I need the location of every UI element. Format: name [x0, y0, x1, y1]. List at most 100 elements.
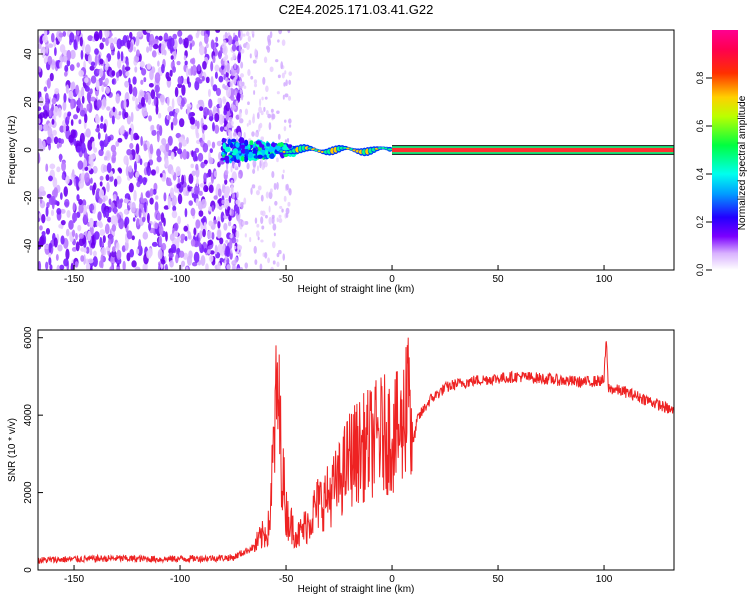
spectrogram-noise-cell [159, 173, 163, 178]
snr-frame-outline [37, 329, 675, 571]
spectrogram-noise-cell [41, 231, 46, 236]
spectrogram-noise-cell [278, 30, 283, 35]
spectrogram-noise-cell [232, 77, 237, 86]
spectrogram-noise-cell [46, 216, 51, 222]
spectrogram-noise-cell [159, 94, 165, 103]
spectrogram-noise-cell [87, 54, 92, 65]
spectrogram-noise-cell [44, 244, 50, 250]
spectrogram-noise-cell [230, 67, 235, 76]
spectrogram-noise-cell [75, 175, 79, 187]
spectrogram-noise-cell [124, 80, 130, 88]
spectrogram-noise-cell [171, 210, 178, 219]
spectrogram-noise-cell [208, 206, 212, 212]
spectrogram-noise-cell [242, 220, 246, 226]
spectrogram-noise-cell [195, 198, 199, 207]
spectrogram-noise-cell [276, 110, 280, 114]
spectrogram-noise-cell [249, 237, 252, 243]
spectrogram-noise-cell [108, 198, 112, 205]
spectrogram-noise-cell [116, 266, 121, 270]
spectrogram-noise-cell [193, 251, 200, 263]
spectrogram-noise-cell [214, 112, 220, 123]
spectrogram-noise-cell [193, 227, 197, 236]
colorbar-tick-label: 0.6 [695, 120, 705, 133]
spectrogram-noise-cell [215, 186, 219, 198]
spectrogram-noise-cell [160, 43, 166, 56]
snr-marks [38, 337, 674, 564]
spectrogram-noise-cell [208, 116, 214, 121]
spectrogram-noise-cell [232, 52, 236, 60]
spectrogram-noise-cell [182, 148, 188, 160]
spectrogram-noise-cell [123, 155, 129, 165]
spectrogram-noise-cell [213, 170, 218, 178]
spectrogram-noise-cell [243, 43, 247, 49]
spectrogram-noise-cell [229, 80, 234, 88]
spectrogram-noise-cell [284, 70, 287, 75]
spectrogram-noise-cell [197, 152, 204, 162]
spectrogram-noise-cell [113, 206, 118, 215]
spectrogram-noise-cell [260, 239, 264, 243]
spectrogram-noise-cell [191, 170, 196, 177]
spectrogram-noise-cell [92, 165, 98, 174]
spectrogram-noise-cell [115, 242, 120, 251]
spectrogram-noise-cell [91, 141, 96, 150]
spectrogram-noise-cell [126, 60, 129, 67]
spectrogram-noise-cell [73, 39, 78, 50]
spectrogram-noise-cell [185, 190, 190, 196]
spectrogram-noise-cell [75, 241, 80, 252]
spectrogram-noise-cell [202, 132, 205, 142]
spectrogram-noise-cell [121, 245, 126, 253]
spectrogram-x-tick-label: -150 [64, 274, 84, 285]
spectrogram-noise-cell [49, 264, 53, 270]
spectrogram-noise-cell [168, 111, 174, 117]
spectrogram-noise-cell [153, 38, 159, 45]
spectrogram-noise-cell [96, 221, 100, 227]
spectrogram-noise-cell [203, 106, 209, 117]
spectrogram-noise-cell [88, 203, 95, 211]
spectrogram-noise-cell [146, 165, 150, 173]
spectrogram-noise-cell [148, 82, 154, 88]
spectrogram-noise-cell [219, 237, 224, 245]
spectrogram-signal-cell [264, 149, 269, 156]
spectrogram-noise-cell [149, 69, 154, 81]
spectrogram-noise-cell [225, 124, 229, 132]
spectrogram-noise-cell [136, 31, 143, 38]
spectrogram-noise-cell [140, 79, 144, 85]
spectrogram-noise-cell [276, 91, 280, 95]
spectrogram-noise-cell [156, 131, 160, 143]
spectrogram-noise-cell [237, 30, 241, 39]
spectrogram-noise-cell [95, 127, 101, 133]
colorbar-ticks: 0.0 0.2 0.4 0.6 0.8 [695, 72, 712, 276]
spectrogram-noise-cell [237, 204, 242, 208]
spectrogram-noise-cell [239, 118, 244, 124]
spectrogram-noise-cell [272, 241, 276, 249]
spectrogram-noise-cell [224, 31, 228, 39]
spectrogram-noise-cell [114, 215, 118, 226]
spectrogram-noise-cell [246, 42, 250, 50]
spectrogram-noise-cell [77, 160, 84, 170]
spectrogram-noise-cell [131, 201, 136, 213]
figure-title: C2E4.2025.171.03.41.G22 [279, 2, 434, 17]
spectrogram-noise-cell [283, 82, 286, 87]
spectrogram-noise-cell [170, 243, 177, 253]
spectrogram-noise-cell [139, 61, 145, 68]
spectrogram-noise-cell [110, 144, 117, 153]
spectrogram-noise-cell [264, 158, 267, 164]
spectrogram-noise-cell [38, 260, 42, 270]
spectrogram-noise-cell [224, 60, 228, 66]
spectrogram-noise-cell [126, 148, 132, 156]
spectrogram-signal-cell [247, 151, 254, 159]
spectrogram-noise-cell [155, 86, 159, 98]
spectrogram-noise-cell [231, 225, 236, 229]
spectrogram-noise-cell [217, 188, 222, 197]
spectrogram-noise-cell [53, 105, 59, 117]
snr-x-tick-label: 50 [492, 574, 504, 585]
spectrogram-noise-cell [288, 118, 292, 124]
spectrogram-noise-cell [253, 90, 256, 95]
spectrogram-noise-cell [205, 76, 210, 84]
spectrogram-noise-cell [285, 207, 290, 215]
spectrogram-noise-cell [161, 242, 167, 251]
spectrogram-noise-cell [48, 242, 52, 254]
spectrogram-noise-cell [257, 236, 260, 241]
spectrogram-noise-cell [174, 112, 178, 119]
spectrogram-noise-cell [90, 75, 97, 84]
